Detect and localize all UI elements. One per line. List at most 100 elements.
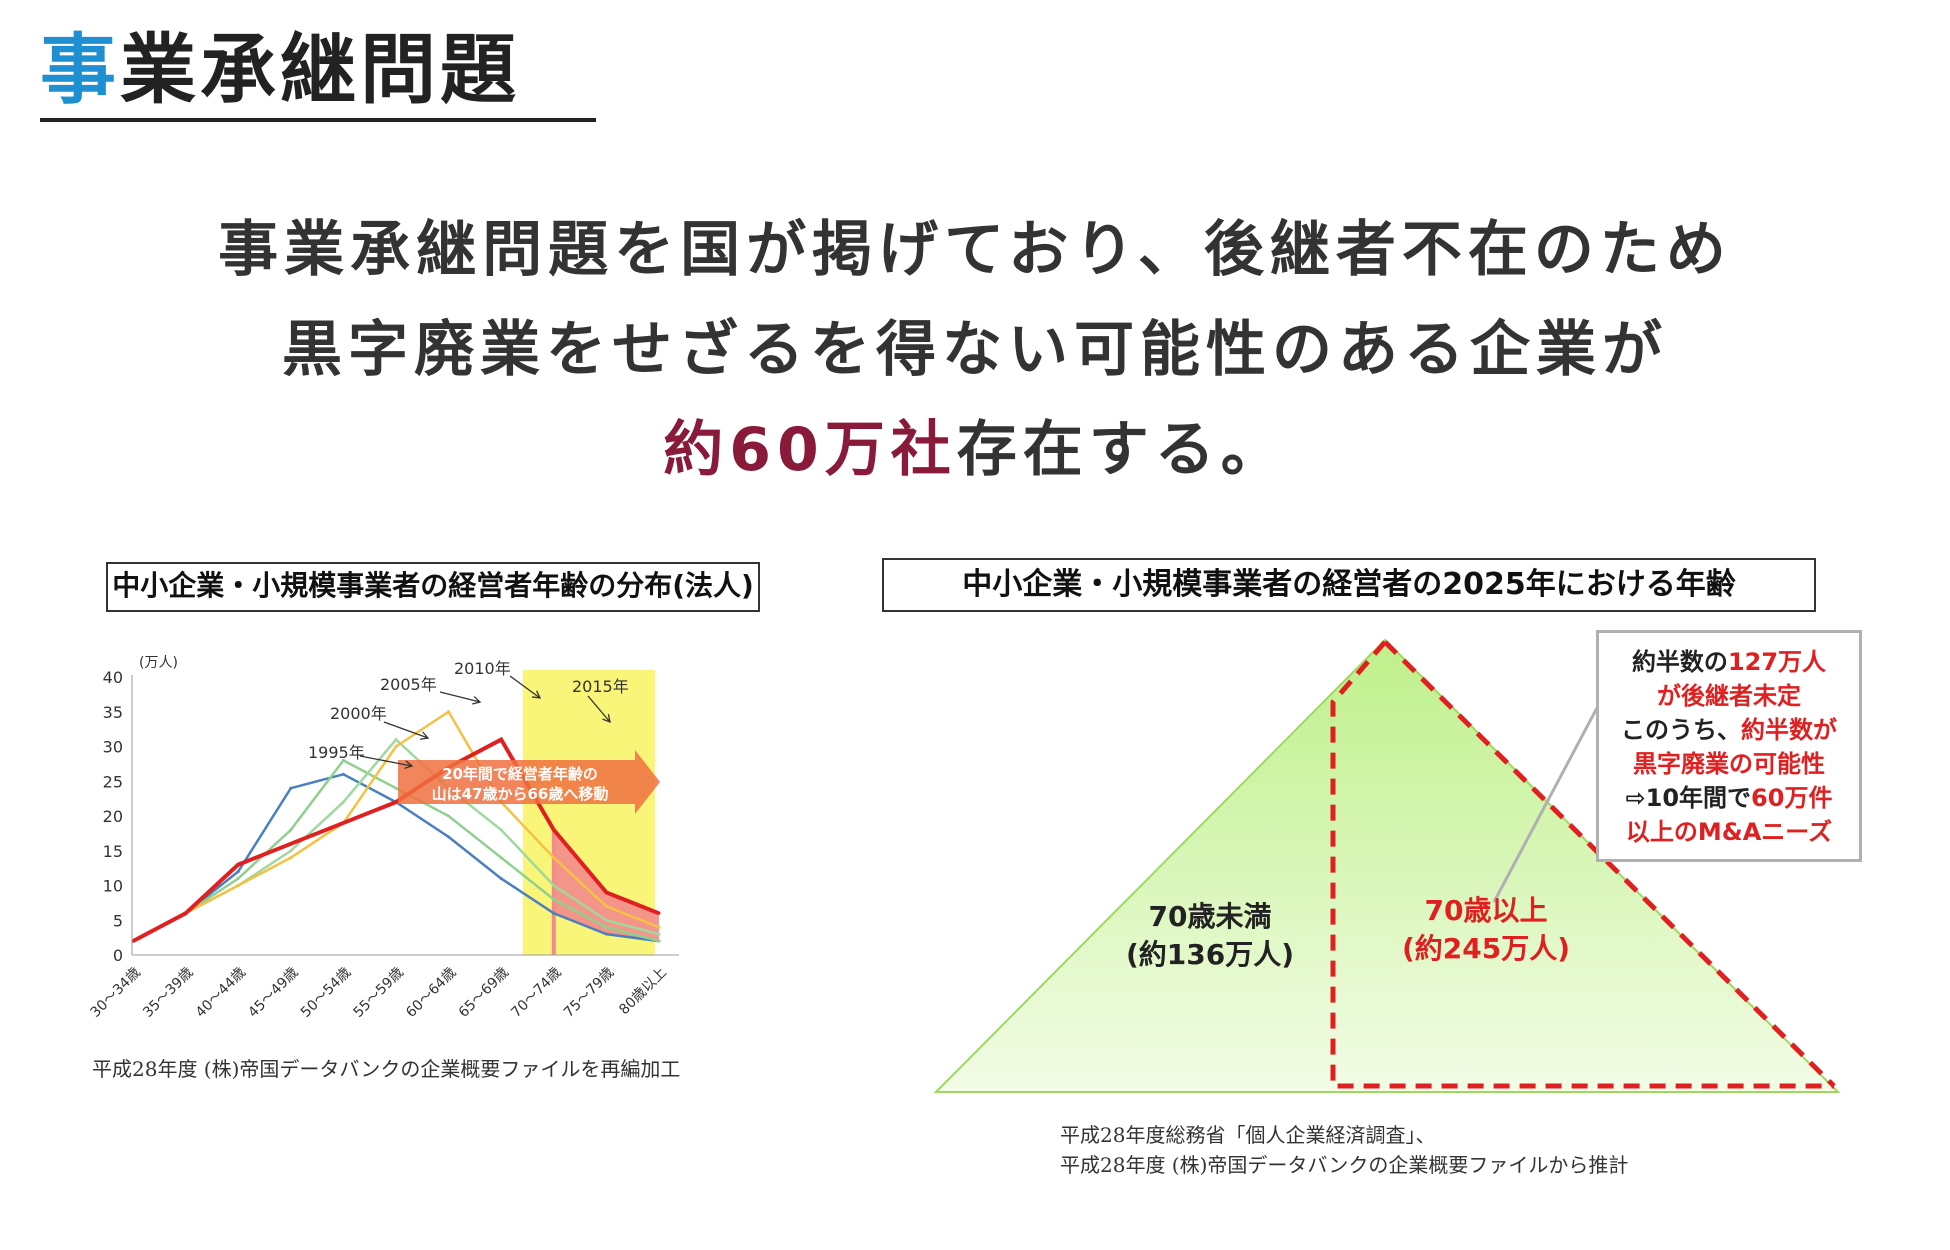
x-tick-label: 40～44歳 bbox=[193, 965, 249, 1021]
data-point bbox=[604, 918, 608, 922]
year-annotation: 2005年 bbox=[380, 675, 437, 694]
x-tick-label: 35～39歳 bbox=[140, 965, 196, 1021]
age-distribution-chart: 20年間で経営者年齢の 山は47歳から66歳へ移動 0 5 10 15 20 25 30 35… bbox=[88, 655, 679, 1021]
x-tick-label: 60～64歳 bbox=[403, 965, 459, 1021]
data-point bbox=[341, 758, 345, 762]
right-chart-source-line1: 平成28年度総務省「個人企業経済調査」、 bbox=[1060, 1123, 1436, 1147]
y-tick-label: 25 bbox=[103, 772, 123, 791]
data-point bbox=[604, 925, 608, 929]
succession-note-box: 約半数の127万人 が後継者未定 このうち、約半数が 黒字廃業の可能性 ⇨10年… bbox=[1596, 630, 1862, 862]
y-tick-label: 5 bbox=[113, 911, 123, 930]
data-point bbox=[657, 911, 661, 915]
data-point bbox=[341, 821, 345, 825]
headline-line-3: 約60万社存在する。 bbox=[0, 400, 1950, 500]
note-line: 黒字廃業の可能性 bbox=[1605, 747, 1853, 781]
data-point bbox=[289, 856, 293, 860]
data-point bbox=[657, 939, 661, 943]
pyramid-label-under-70: 70歳未満 (約136万人) bbox=[1080, 898, 1340, 974]
year-annotation: 2015年 bbox=[572, 677, 629, 696]
right-chart-title: 中小企業・小規模事業者の経営者の2025年における年齢 bbox=[882, 558, 1816, 612]
data-point bbox=[552, 828, 556, 832]
note-line: 以上のM&Aニーズ bbox=[1605, 815, 1853, 849]
note-leader-line bbox=[1492, 705, 1600, 903]
data-point bbox=[341, 800, 345, 804]
data-point bbox=[604, 890, 608, 894]
note-line-5-red: 60万件 bbox=[1751, 784, 1833, 812]
year-annotation: 2000年 bbox=[330, 704, 387, 723]
data-point bbox=[447, 814, 451, 818]
data-point bbox=[184, 911, 188, 915]
data-point bbox=[236, 863, 240, 867]
annotation-arrow-head bbox=[419, 731, 430, 740]
data-point bbox=[236, 877, 240, 881]
annotation-layer: 1995年 2000年 2005年 2010年 2015年 bbox=[308, 659, 629, 770]
headline-line-2: 黒字廃業をせざるを得ない可能性のある企業が bbox=[282, 315, 1668, 385]
shift-arrow bbox=[398, 750, 660, 814]
data-point bbox=[604, 904, 608, 908]
data-point bbox=[289, 786, 293, 790]
year-annotation: 2010年 bbox=[454, 659, 511, 678]
page-title-rest: 業承継問題 bbox=[120, 25, 520, 114]
y-tick-label: 30 bbox=[103, 738, 123, 757]
data-point bbox=[289, 828, 293, 832]
data-point bbox=[657, 925, 661, 929]
data-point bbox=[447, 835, 451, 839]
right-chart-source-line2: 平成28年度 (株)帝国データバンクの企業概要ファイルから推計 bbox=[1060, 1153, 1629, 1177]
data-point bbox=[394, 786, 398, 790]
x-tick-label: 65～69歳 bbox=[456, 965, 512, 1021]
data-point bbox=[341, 772, 345, 776]
x-tick-label: 55～59歳 bbox=[351, 965, 407, 1021]
data-point bbox=[236, 884, 240, 887]
note-line-6-red: 以上のM&Aニーズ bbox=[1625, 818, 1833, 846]
note-line-5-plain: ⇨10年間で bbox=[1625, 784, 1752, 812]
annotation-arrow-head bbox=[472, 696, 482, 705]
x-tick-label: 30～34歳 bbox=[88, 965, 144, 1021]
x-tick-label: 80歳以上 bbox=[616, 965, 670, 1019]
pyramid-chart bbox=[933, 638, 1841, 1093]
pyramid-label-under-70-line2: (約136万人) bbox=[1125, 938, 1295, 971]
annotation-arrow bbox=[383, 721, 429, 739]
note-line: 約半数の127万人 bbox=[1605, 645, 1853, 679]
note-line-3-red: 約半数が bbox=[1741, 716, 1837, 744]
pyramid-label-70-plus-line2: (約245万人) bbox=[1401, 932, 1571, 965]
headline-emphasis: 約60万社 bbox=[663, 415, 957, 485]
note-line: このうち、約半数が bbox=[1605, 713, 1853, 747]
pyramid-label-70-plus: 70歳以上 (約245万人) bbox=[1356, 892, 1616, 968]
x-tick-label: 50～54歳 bbox=[298, 965, 354, 1021]
x-tick-label: 75～79歳 bbox=[561, 965, 617, 1021]
headline-tail: 存在する。 bbox=[956, 415, 1287, 485]
y-axis-unit-label: (万人) bbox=[139, 655, 178, 671]
shift-arrow-text-1: 20年間で経営者年齢の bbox=[442, 765, 598, 783]
data-point bbox=[499, 877, 503, 881]
left-chart-source: 平成28年度 (株)帝国データバンクの企業概要ファイルを再編加工 bbox=[92, 1057, 681, 1081]
pyramid-label-70-plus-line1: 70歳以上 bbox=[1424, 894, 1548, 927]
series-layer bbox=[131, 709, 661, 955]
y-tick-label: 35 bbox=[103, 703, 123, 722]
note-line-2-red: が後継者未定 bbox=[1657, 682, 1801, 710]
data-point bbox=[499, 738, 503, 742]
note-line: が後継者未定 bbox=[1605, 679, 1853, 713]
annotation-arrow-head bbox=[602, 714, 611, 724]
data-point bbox=[499, 828, 503, 832]
pyramid-70-plus-right-edge bbox=[1383, 640, 1836, 1088]
page-title: 事業承継問題 bbox=[40, 20, 520, 120]
y-tick-label: 40 bbox=[103, 668, 123, 687]
data-point bbox=[289, 849, 293, 853]
y-tick-label: 10 bbox=[103, 877, 123, 896]
title-underline bbox=[40, 118, 596, 122]
data-point bbox=[289, 842, 293, 846]
note-line-3-plain: このうち、 bbox=[1621, 716, 1741, 744]
annotation-arrow-head bbox=[404, 760, 414, 770]
data-point bbox=[552, 856, 556, 860]
data-point bbox=[552, 911, 556, 915]
pyramid-70-plus-outline bbox=[1330, 640, 1834, 1089]
annotation-arrow bbox=[587, 695, 611, 723]
note-line: ⇨10年間で60万件 bbox=[1605, 781, 1853, 815]
x-tick-label: 70～74歳 bbox=[508, 965, 564, 1021]
annotation-arrow bbox=[509, 675, 541, 699]
headline: 事業承継問題を国が掲げており、後継者不在のため 黒字廃業をせざるを得ない可能性の… bbox=[0, 200, 1950, 500]
highlight-70-plus-edge bbox=[551, 829, 556, 955]
y-tick-label: 15 bbox=[103, 842, 123, 861]
note-line-4-red: 黒字廃業の可能性 bbox=[1633, 750, 1825, 778]
data-point bbox=[394, 745, 398, 748]
